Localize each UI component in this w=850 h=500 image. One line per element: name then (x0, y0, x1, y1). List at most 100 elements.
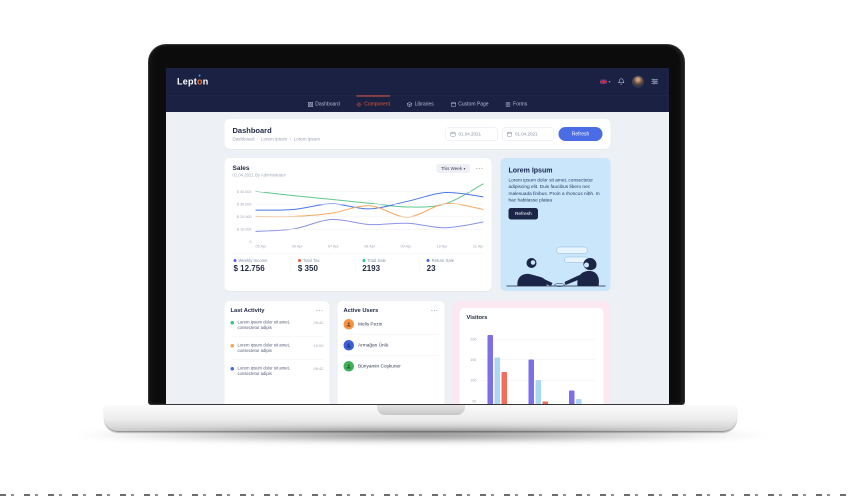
activity-time: 08:42 (313, 366, 324, 371)
menu-label: Libraries (414, 101, 434, 108)
activity-list-item[interactable]: Lorem ipsum dolor sit amet, consectetur … (230, 360, 324, 382)
sales-more-menu[interactable]: ··· (476, 165, 484, 172)
sales-x-tick: 06 Apr (291, 244, 303, 249)
breadcrumb-item[interactable]: Lorem Ipsum (261, 136, 288, 142)
activity-dot-icon (230, 366, 234, 371)
sales-head-left: Sales 01.04.2021 By Administrator (233, 164, 286, 178)
chevron-down-icon: ▾ (608, 79, 611, 84)
activity-time: 10:00 (313, 343, 324, 348)
sales-gridline (255, 228, 484, 230)
sales-line-periwinkle (256, 219, 484, 231)
visitors-y-tick: 200 (470, 336, 477, 342)
page-title: Dashboard (232, 126, 272, 136)
breadcrumb-separator-icon: › (257, 136, 259, 142)
last-activity-title: Last Activity (230, 307, 265, 314)
menu-label: Component (364, 101, 391, 108)
user-list-item[interactable]: Bünyamin Coşkuner (343, 356, 439, 377)
lorem-ipsum-card: Lorem Ipsum Lorem ipsum dolor sit amet, … (500, 158, 611, 291)
sales-y-tick: $ 30.000 (236, 201, 252, 207)
activity-list-item[interactable]: Lorem ipsum dolor sit amet, consectetur … (230, 337, 324, 360)
stat-label: Total Sale (367, 258, 386, 263)
user-list-item[interactable]: Armağan Ünlü (343, 335, 439, 356)
menu-item-dashboard[interactable]: Dashboard (307, 96, 340, 113)
visitors-bar-group (569, 327, 589, 404)
page-header-left: Dashboard Dashboard › Lorem Ipsum › Lore… (233, 127, 321, 142)
menu-item-custom-page[interactable]: Custom Page (450, 96, 489, 113)
lorem-refresh-button[interactable]: Refresh (508, 208, 539, 220)
sales-gridline (255, 216, 484, 217)
logo-accent-o: o (197, 74, 203, 87)
settings-sliders-icon[interactable] (651, 78, 658, 85)
visitors-bar-light-blue (576, 398, 582, 404)
visitors-bar-chart: 200 150 100 50 (467, 327, 597, 404)
date-to-value: 01.04.2021 (515, 131, 538, 137)
menu-item-libraries[interactable]: Libraries (407, 96, 434, 113)
visitors-bar-red (542, 401, 548, 404)
visitors-y-tick: 100 (470, 377, 477, 383)
refresh-button[interactable]: Refresh (558, 127, 603, 141)
activity-text: Lorem ipsum dolor sit amet, consectetur … (237, 342, 290, 354)
stat-return-sale: Return Sale 23 (419, 258, 483, 274)
stat-weekly-income: Weekly Income $ 12.756 (233, 258, 291, 274)
stat-label: Return Sale (431, 258, 455, 263)
breadcrumb: Dashboard › Lorem Ipsum › Lorem Ipsum (233, 137, 321, 142)
activity-dot-icon (230, 343, 234, 348)
date-from-input[interactable]: 01.04.2021 (445, 127, 498, 141)
user-list-item[interactable]: Melis Pezin (343, 314, 439, 335)
menu-label: Dashboard (315, 101, 340, 108)
visitors-bar-light-blue (535, 380, 541, 404)
visitors-inner-card: Visitors 200 150 100 50 (459, 308, 604, 404)
stat-label: Total Tax (302, 258, 320, 263)
user-name: Armağan Ünlü (358, 342, 389, 349)
user-avatar[interactable] (632, 75, 644, 88)
menu-item-component[interactable]: Component (356, 95, 391, 113)
sales-y-tick: 0 (249, 239, 252, 244)
dashboard-app: Lepto n ▾ Dashboard Component Lib (166, 68, 669, 404)
active-users-more-menu[interactable]: ··· (431, 307, 439, 314)
visitors-gridline (479, 338, 597, 340)
logo-text: Lept (177, 76, 197, 87)
dashboard-grid-icon (307, 101, 313, 107)
stat-label: Weekly Income (238, 258, 268, 263)
logo-text-end: n (202, 76, 209, 87)
last-activity-more-menu[interactable]: ··· (316, 307, 324, 314)
visitors-bar-light-blue (494, 357, 500, 404)
sales-line-chart: $ 40.000 $ 30.000 $ 20.000 $ 10.000 0 (233, 183, 484, 244)
period-dropdown[interactable]: This Week ▾ (436, 164, 470, 173)
app-logo[interactable]: Lepto n (177, 74, 209, 87)
activity-text: Lorem ipsum dolor sit amet, consectetur … (237, 319, 290, 331)
sales-stats-row: Weekly Income $ 12.756 Total Tax $ 350 T… (232, 253, 484, 274)
user-name: Bünyamin Coşkuner (358, 363, 401, 370)
bottom-artifact-line (0, 494, 850, 496)
visitors-card: Visitors 200 150 100 50 (452, 301, 611, 404)
lorem-card-body: Lorem ipsum dolor sit amet, consectetur … (508, 177, 600, 203)
sales-subtitle: 01.04.2021 By Administrator (232, 172, 286, 178)
menu-label: Custom Page (458, 101, 489, 108)
activity-time: 09:42 (313, 320, 324, 326)
notifications-bell-icon[interactable] (618, 78, 625, 85)
stat-dot-icon (362, 259, 366, 262)
date-to-input[interactable]: 01.04.2021 (502, 127, 554, 141)
menu-item-forms[interactable]: Forms (505, 96, 528, 113)
sales-x-tick: 10 Apr (436, 244, 448, 249)
sales-y-tick: $ 40.000 (236, 189, 252, 194)
visitors-bar-purple (487, 334, 493, 404)
activity-dot-icon (230, 321, 234, 325)
sales-y-axis: $ 40.000 $ 30.000 $ 20.000 $ 10.000 0 (233, 183, 256, 244)
visitors-bar-red (501, 371, 507, 404)
stat-value: $ 350 (297, 264, 318, 274)
visitors-y-tick: 150 (470, 357, 477, 362)
date-from-value: 01.04.2021 (458, 131, 482, 137)
sales-line-orange (256, 204, 484, 217)
sales-x-tick: 09 Apr (400, 244, 412, 249)
stat-total-tax: Total Tax $ 350 (290, 258, 354, 274)
breadcrumb-item[interactable]: Dashboard (232, 136, 255, 142)
sales-x-tick: 11 Apr (472, 244, 484, 249)
stat-value: 23 (426, 264, 436, 274)
sales-x-tick: 08 Apr (364, 244, 376, 249)
language-selector[interactable]: ▾ (599, 79, 611, 84)
sales-line-blue (256, 192, 484, 210)
menu-label: Forms (513, 101, 528, 108)
breadcrumb-item[interactable]: Lorem Ipsum (293, 136, 321, 142)
activity-list-item[interactable]: Lorem ipsum dolor sit amet, consectetur … (230, 314, 324, 337)
